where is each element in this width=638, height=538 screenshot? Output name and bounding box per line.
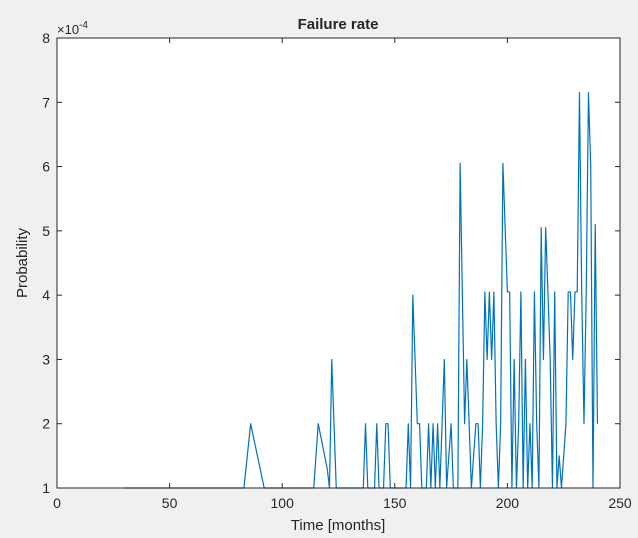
y-exponent-power: -4	[79, 20, 88, 31]
x-tick-label: 50	[162, 495, 178, 511]
y-tick-label: 1	[42, 480, 50, 496]
y-tick-label: 8	[42, 30, 50, 46]
x-tick-label: 0	[53, 495, 61, 511]
x-ticks: 0 50 100 150 200 250	[53, 38, 632, 511]
x-tick-label: 250	[608, 495, 632, 511]
y-tick-label: 4	[42, 287, 50, 303]
x-tick-label: 100	[271, 495, 295, 511]
y-tick-label: 7	[42, 94, 50, 110]
x-tick-label: 200	[496, 495, 520, 511]
y-axis-label: Probability	[14, 227, 31, 298]
axes-box	[56, 37, 621, 489]
y-exponent-base: ×10	[57, 22, 79, 37]
y-tick-label: 2	[42, 416, 50, 432]
failure-rate-line	[124, 92, 599, 489]
y-tick-label: 5	[42, 223, 50, 239]
x-axis-label: Time [months]	[291, 517, 385, 534]
x-tick-label: 150	[383, 495, 407, 511]
y-exponent-label: ×10-4	[57, 20, 88, 37]
chart-title: Failure rate	[298, 16, 379, 33]
y-tick-label: 6	[42, 159, 50, 175]
plot-area	[57, 38, 620, 488]
series-layer	[124, 92, 599, 489]
y-ticks: 1 2 3 4 5 6 7 8	[42, 30, 620, 496]
y-tick-label: 3	[42, 351, 50, 367]
